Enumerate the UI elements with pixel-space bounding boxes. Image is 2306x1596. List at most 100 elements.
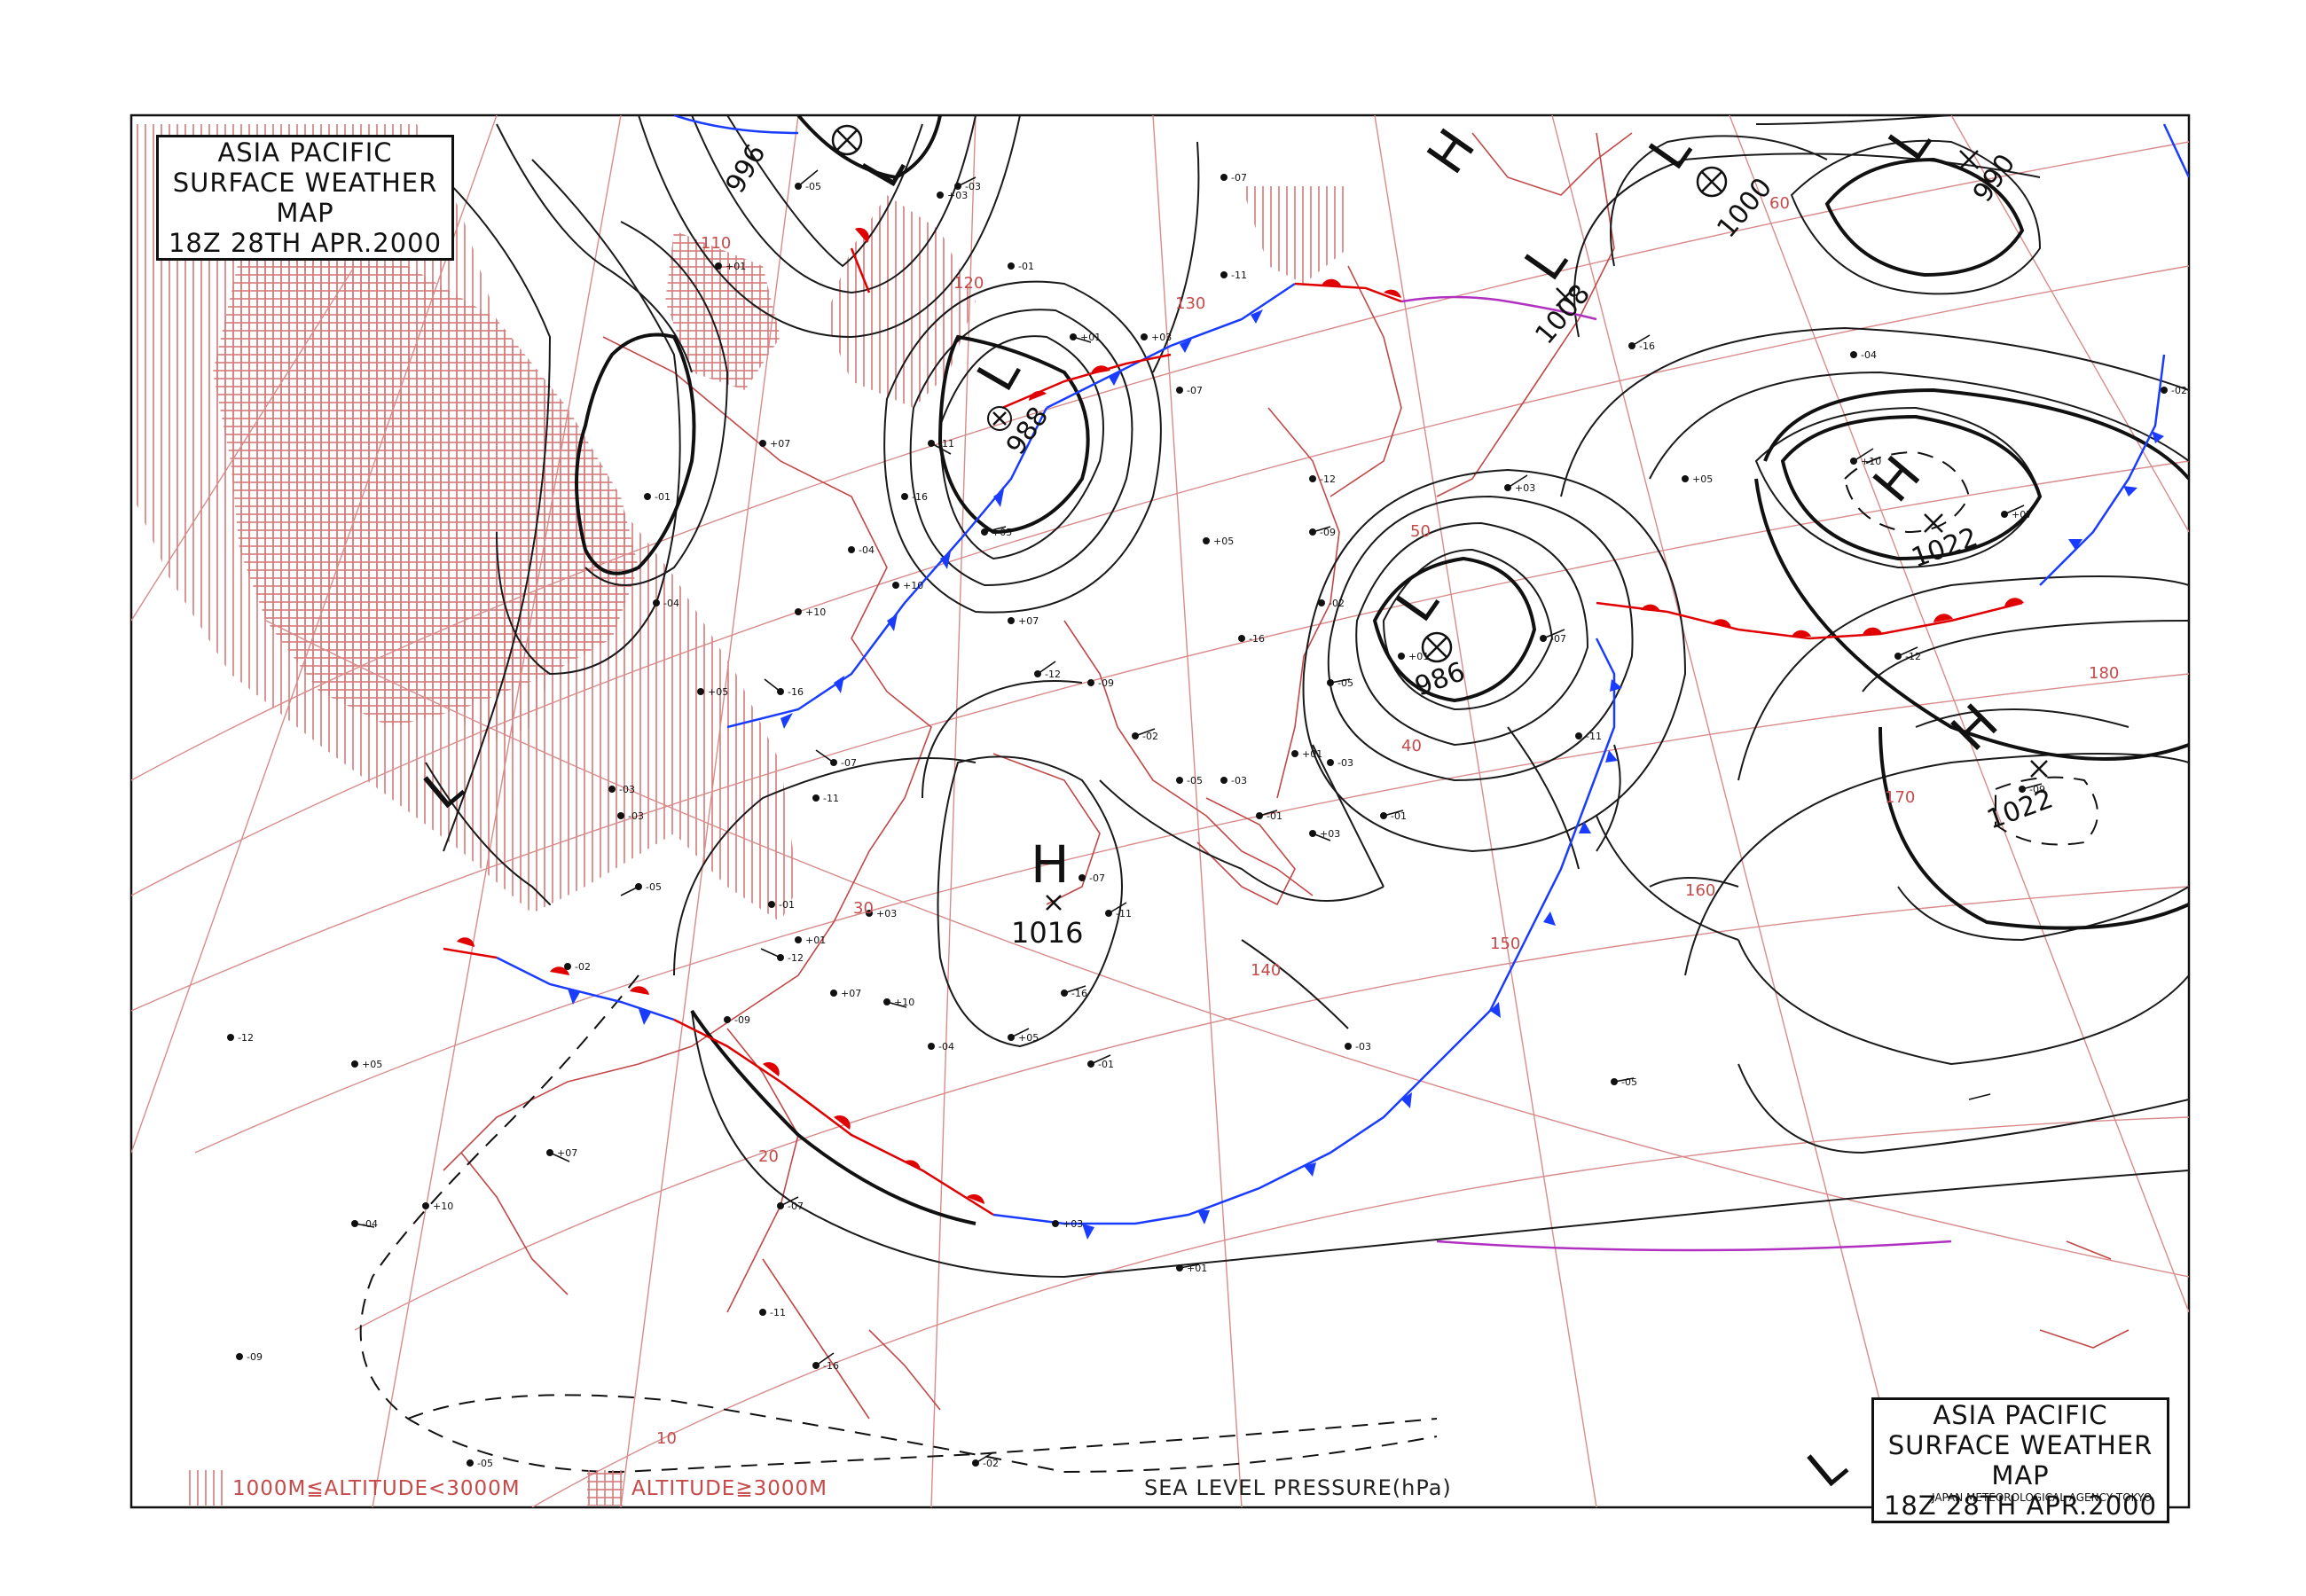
svg-text:110: 110 xyxy=(701,234,731,253)
agency-credit: JAPAN METEOROLOGICAL AGENCY TOKYO xyxy=(1932,1491,2153,1504)
station-code: -05 xyxy=(1337,677,1353,689)
station-code: -07 xyxy=(841,757,857,769)
station-code: -03 xyxy=(1337,757,1353,769)
coastlines xyxy=(443,132,2130,1420)
map-title-top-left: ASIA PACIFIC SURFACE WEATHER MAP 18Z 28T… xyxy=(156,135,454,261)
station-code: -01 xyxy=(1098,1059,1114,1070)
title-line-datetime: 18Z 28TH APR.2000 xyxy=(168,228,443,258)
station-code: -01 xyxy=(1018,261,1034,272)
station-code: +05 xyxy=(1018,1032,1039,1044)
title-line-region: ASIA PACIFIC xyxy=(1933,1400,2108,1430)
station-code: -01 xyxy=(1267,810,1282,822)
high-1016: H 1016 xyxy=(1011,834,1083,950)
station-code: -16 xyxy=(788,686,804,698)
station-code: -09 xyxy=(734,1014,750,1026)
station-code: -05 xyxy=(1621,1076,1637,1088)
svg-text:140: 140 xyxy=(1251,961,1281,980)
svg-text:120: 120 xyxy=(953,274,984,293)
station-code: -16 xyxy=(1249,633,1265,645)
station-code: +07 xyxy=(770,438,790,450)
station-code: -12 xyxy=(788,952,804,964)
station-code: +01 xyxy=(805,935,826,946)
svg-text:60: 60 xyxy=(1769,194,1790,213)
station-code: -12 xyxy=(1905,651,1921,662)
station-code: +01 xyxy=(1302,748,1322,760)
station-code: +01 xyxy=(1080,332,1101,343)
station-code: -11 xyxy=(1116,908,1132,919)
station-code: -07 xyxy=(788,1201,804,1212)
svg-text:50: 50 xyxy=(1410,522,1431,541)
station-code: +05 xyxy=(992,527,1012,538)
station-code: -07 xyxy=(1550,633,1566,645)
station-code: -02 xyxy=(983,1458,999,1469)
station-code: -05 xyxy=(1187,775,1203,786)
station-code: -02 xyxy=(2171,385,2187,396)
svg-text:10: 10 xyxy=(656,1429,677,1448)
station-code: -04 xyxy=(1861,349,1877,361)
isobars-dashed xyxy=(359,450,2098,1474)
station-code: -05 xyxy=(477,1458,493,1469)
station-code: -05 xyxy=(646,881,662,893)
title-line-region: ASIA PACIFIC xyxy=(217,137,393,168)
station-code: +03 xyxy=(1320,828,1340,840)
station-code: -03 xyxy=(619,784,635,795)
legend-altitude-mid: 1000M≦ALTITUDE<3000M xyxy=(232,1477,521,1500)
legend-swatch-mid xyxy=(188,1470,224,1506)
station-code: -04 xyxy=(938,1041,954,1052)
map-title-bottom-right: ASIA PACIFIC SURFACE WEATHER MAP 18Z 28T… xyxy=(1871,1397,2169,1523)
station-code: -16 xyxy=(1071,988,1087,999)
warm-fronts xyxy=(443,227,2024,1217)
isobars xyxy=(425,115,2189,1279)
station-code: +07 xyxy=(841,988,861,999)
station-code: -07 xyxy=(1231,172,1247,184)
svg-text:130: 130 xyxy=(1175,294,1205,313)
occluded-front xyxy=(1400,295,1952,1252)
station-code: +10 xyxy=(1861,456,1881,467)
svg-text:30: 30 xyxy=(853,899,874,918)
svg-text:160: 160 xyxy=(1685,881,1715,900)
station-code: -16 xyxy=(912,491,928,503)
svg-text:H: H xyxy=(1031,834,1070,895)
station-code: +05 xyxy=(1213,536,1234,547)
station-code: -02 xyxy=(1142,731,1158,742)
station-code: -12 xyxy=(238,1032,254,1044)
station-code: +05 xyxy=(362,1059,382,1070)
station-code: -09 xyxy=(1320,527,1336,538)
station-code: +01 xyxy=(1187,1263,1207,1274)
station-code: -02 xyxy=(575,961,591,973)
station-code: +07 xyxy=(1018,615,1039,627)
station-code: -01 xyxy=(779,899,795,911)
station-code: -16 xyxy=(1639,340,1655,352)
station-code: +03 xyxy=(876,908,897,919)
station-code: +07 xyxy=(557,1147,577,1159)
station-code: -11 xyxy=(1586,731,1602,742)
station-code: -11 xyxy=(1231,270,1247,281)
station-code: -12 xyxy=(1045,669,1061,680)
isobars-bold xyxy=(575,115,2189,1225)
station-code: +05 xyxy=(708,686,728,698)
station-code: -09 xyxy=(247,1351,263,1363)
station-code: +10 xyxy=(805,606,826,618)
cold-fronts xyxy=(496,115,2189,1240)
station-code: -07 xyxy=(1187,385,1203,396)
station-code: -11 xyxy=(770,1307,786,1318)
station-code: -09 xyxy=(2029,784,2045,795)
svg-text:180: 180 xyxy=(2089,664,2119,683)
svg-text:150: 150 xyxy=(1490,935,1520,953)
station-code: -16 xyxy=(823,1360,839,1372)
station-code: -01 xyxy=(655,491,671,503)
station-code: -01 xyxy=(1391,810,1407,822)
svg-text:20: 20 xyxy=(758,1147,779,1166)
legend-swatch-high xyxy=(587,1470,623,1506)
title-line-product: SURFACE WEATHER MAP xyxy=(172,168,438,228)
station-code: +10 xyxy=(894,997,914,1008)
station-code: -02 xyxy=(1329,598,1345,609)
station-code: -05 xyxy=(805,181,821,192)
station-code: +05 xyxy=(1692,473,1713,485)
station-code: -12 xyxy=(1320,473,1336,485)
station-code: -04 xyxy=(362,1218,378,1230)
station-code: -11 xyxy=(938,438,954,450)
legend-altitude-high: ALTITUDE≧3000M xyxy=(631,1477,827,1500)
station-code: +03 xyxy=(947,190,968,201)
